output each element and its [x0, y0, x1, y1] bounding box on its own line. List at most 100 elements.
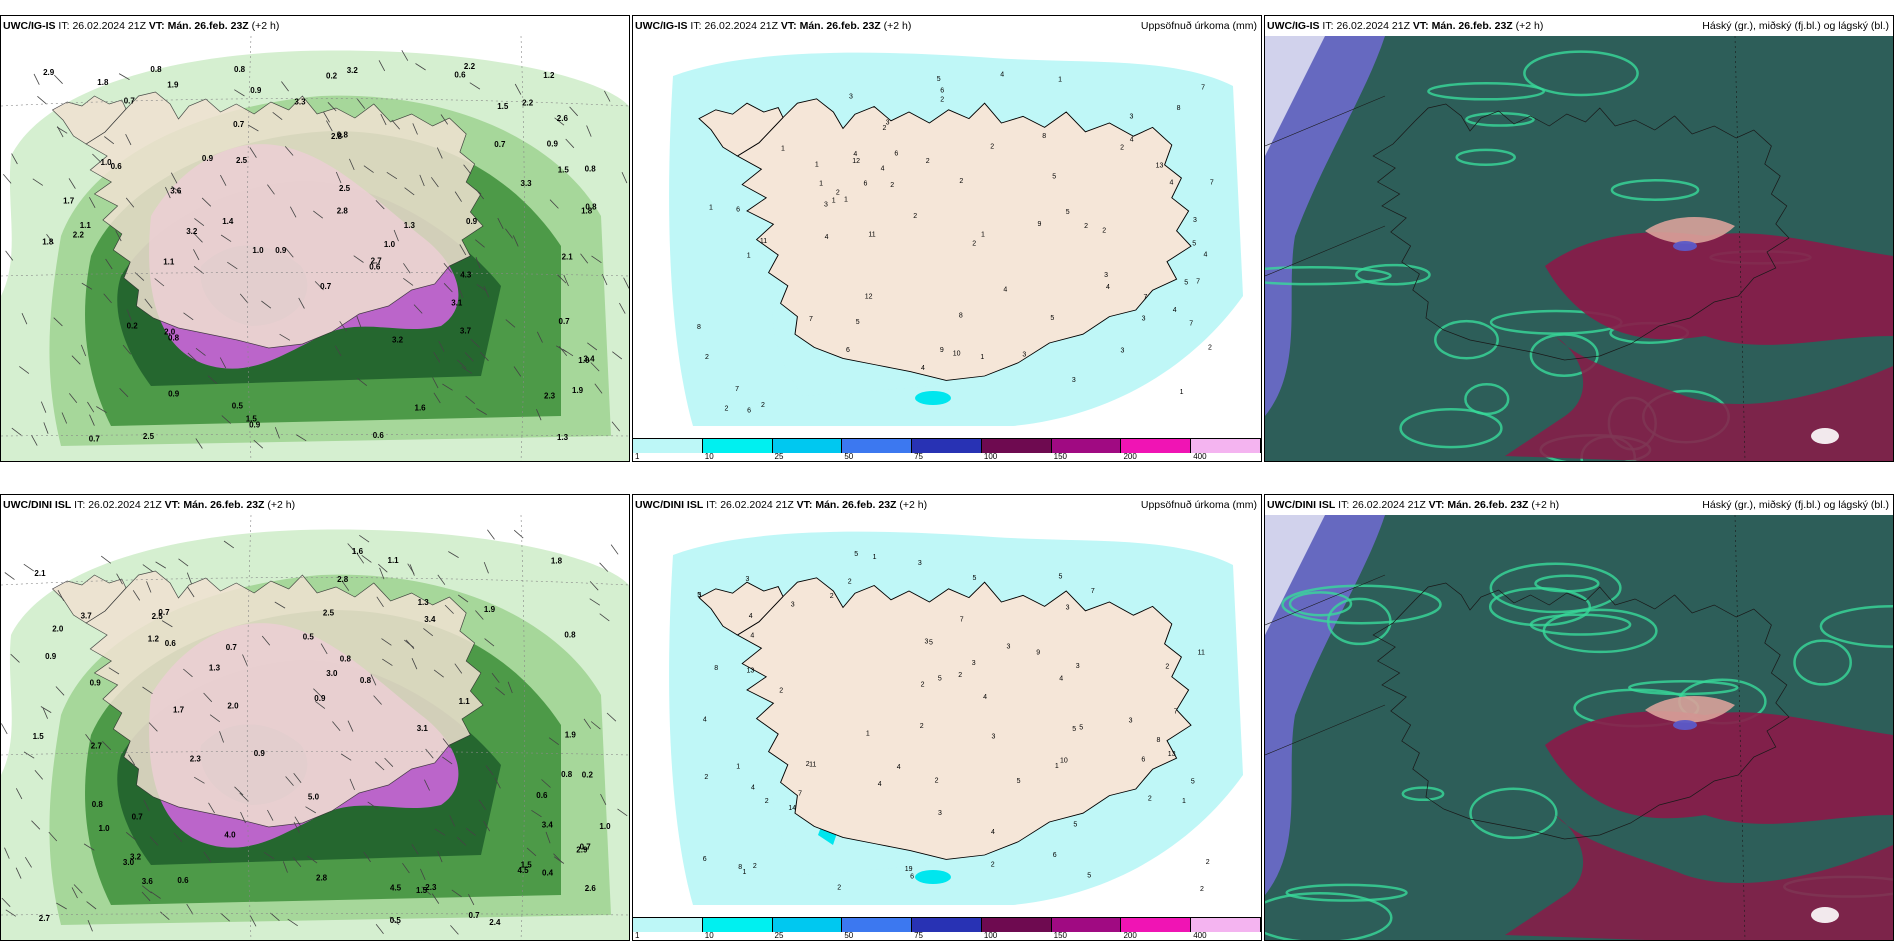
it-value: 26.02.2024 21Z [704, 20, 778, 32]
precip-value: 6 [747, 408, 751, 415]
gust-value: 0.7 [233, 120, 245, 129]
gust-value: 2.8 [316, 873, 328, 882]
precip-value: 4 [897, 764, 901, 771]
wind-barbs [2, 50, 629, 449]
gust-value: 4.0 [224, 831, 236, 840]
model-label: UWC/DINI ISL [635, 499, 704, 511]
panel-precip-row1[interactable]: UWC/IG-IS IT: 26.02.2024 21Z VT: Mán. 26… [632, 15, 1262, 462]
legend-swatch [1051, 918, 1122, 932]
vt-value: Mán. 26.feb. 23Z [1431, 20, 1513, 32]
legend-label: 50 [844, 452, 854, 461]
legend-label: 10 [704, 931, 714, 940]
precip-value: 3 [992, 733, 996, 740]
gust-value: 0.5 [390, 916, 402, 925]
gust-value: 0.6 [177, 876, 189, 885]
precip-value: 2 [926, 158, 930, 165]
precip-value: 3 [886, 119, 890, 126]
precip-value: 7 [1201, 84, 1205, 91]
vt-label: VT: [164, 499, 181, 511]
legend-label: 75 [914, 931, 924, 940]
legend-label: 10 [704, 452, 714, 461]
precip-value: 11 [868, 231, 875, 238]
precip-value: 2 [1206, 859, 1210, 866]
gust-value: 0.8 [585, 165, 597, 174]
precip-value: 7 [1210, 180, 1214, 187]
gust-value: 2.9 [43, 68, 55, 77]
legend-label: 100 [983, 931, 998, 940]
gust-value: 3.4 [542, 820, 554, 829]
gust-value: 0.2 [326, 71, 338, 80]
precip-value: 2 [761, 402, 765, 409]
legend-label: 200 [1123, 452, 1137, 461]
precip-value: 5 [1073, 822, 1077, 829]
precip-value: 3 [1022, 351, 1026, 358]
gust-value: 0.6 [373, 431, 385, 440]
precip-value: 2 [1084, 223, 1088, 230]
gust-value: 2.6 [585, 884, 597, 893]
legend-swatch [912, 439, 982, 453]
precip-value: 7 [1196, 278, 1200, 285]
panel-cloud-row2[interactable]: UWC/DINI ISL IT: 26.02.2024 21Z VT: Mán.… [1264, 494, 1894, 941]
legend-label: 150 [1053, 452, 1068, 461]
precip-value: 6 [846, 347, 850, 354]
precip-value: 7 [1144, 294, 1148, 301]
gust-value: 1.6 [352, 547, 364, 556]
it-value: 26.02.2024 21Z [1336, 20, 1410, 32]
panel-wind-row2[interactable]: UWC/DINI ISL IT: 26.02.2024 21Z VT: Mán.… [0, 494, 630, 941]
gust-value: 1.0 [252, 246, 264, 255]
gust-value: 2.1 [562, 252, 574, 261]
legend-swatch [981, 918, 1052, 932]
precip-value: 6 [703, 856, 707, 863]
legend-label: 75 [914, 452, 924, 461]
model-label: UWC/IG-IS [1267, 20, 1320, 32]
precip-value: 8 [1177, 105, 1181, 112]
panel-wind-row1[interactable]: UWC/IG-IS IT: 26.02.2024 21Z VT: Mán. 26… [0, 15, 630, 462]
precip-value: 3 [824, 201, 828, 208]
precip-value: 2 [920, 723, 924, 730]
gust-value: 1.5 [416, 886, 428, 895]
precip-value: 5 [856, 319, 860, 326]
precip-value: 4 [825, 234, 829, 241]
gust-value: 3.4 [584, 355, 596, 364]
precip-value: 6 [1141, 757, 1145, 764]
precip-value: 3 [791, 601, 795, 608]
gust-value: 0.9 [90, 679, 102, 688]
gust-value: 3.4 [424, 615, 436, 624]
precip-value: 2 [959, 178, 963, 185]
panel-precip-row2[interactable]: UWC/DINI ISL IT: 26.02.2024 21Z VT: Mán.… [632, 494, 1262, 941]
precip-value: 3 [1129, 718, 1133, 725]
precip-value: 4 [921, 365, 925, 372]
gust-value: 1.5 [558, 166, 570, 175]
offset-label: (+2 h) [267, 499, 296, 511]
legend-swatch [842, 918, 913, 932]
precip-value: 2 [779, 688, 783, 695]
gust-value: 1.9 [572, 386, 584, 395]
gust-value: 2.3 [190, 755, 202, 764]
precip-value: 4 [1059, 675, 1063, 682]
vt-label: VT: [1428, 499, 1445, 511]
gust-value: 1.8 [581, 207, 593, 216]
gust-value: 1.2 [148, 634, 160, 643]
precip-value: 2 [837, 885, 841, 892]
precip-value: 3 [746, 576, 750, 583]
gust-value: 2.0 [52, 625, 64, 634]
gust-value: 3.3 [521, 179, 533, 188]
precip-value: 1 [743, 869, 747, 876]
gust-value: 2.8 [337, 575, 349, 584]
panel-cloud-row1[interactable]: UWC/IG-IS IT: 26.02.2024 21Z VT: Mán. 26… [1264, 15, 1894, 462]
it-label: IT: [74, 499, 86, 511]
legend-swatch [842, 439, 913, 453]
precip-value: 2 [883, 125, 887, 132]
precip-value: 3 [1142, 315, 1146, 322]
legend-label: 150 [1053, 931, 1068, 940]
precip-value: 3 [1130, 113, 1134, 120]
panel-header: UWC/IG-IS IT: 26.02.2024 21Z VT: Mán. 26… [1265, 16, 1893, 36]
precip-value: 5 [697, 592, 701, 599]
it-label: IT: [1338, 499, 1350, 511]
model-label: UWC/IG-IS [635, 20, 688, 32]
gust-value: 0.9 [168, 390, 180, 399]
gust-value: 1.3 [209, 664, 221, 673]
vt-value: Mán. 26.feb. 23Z [815, 499, 897, 511]
precip-value: 2 [830, 593, 834, 600]
precip-value: 1 [866, 730, 870, 737]
